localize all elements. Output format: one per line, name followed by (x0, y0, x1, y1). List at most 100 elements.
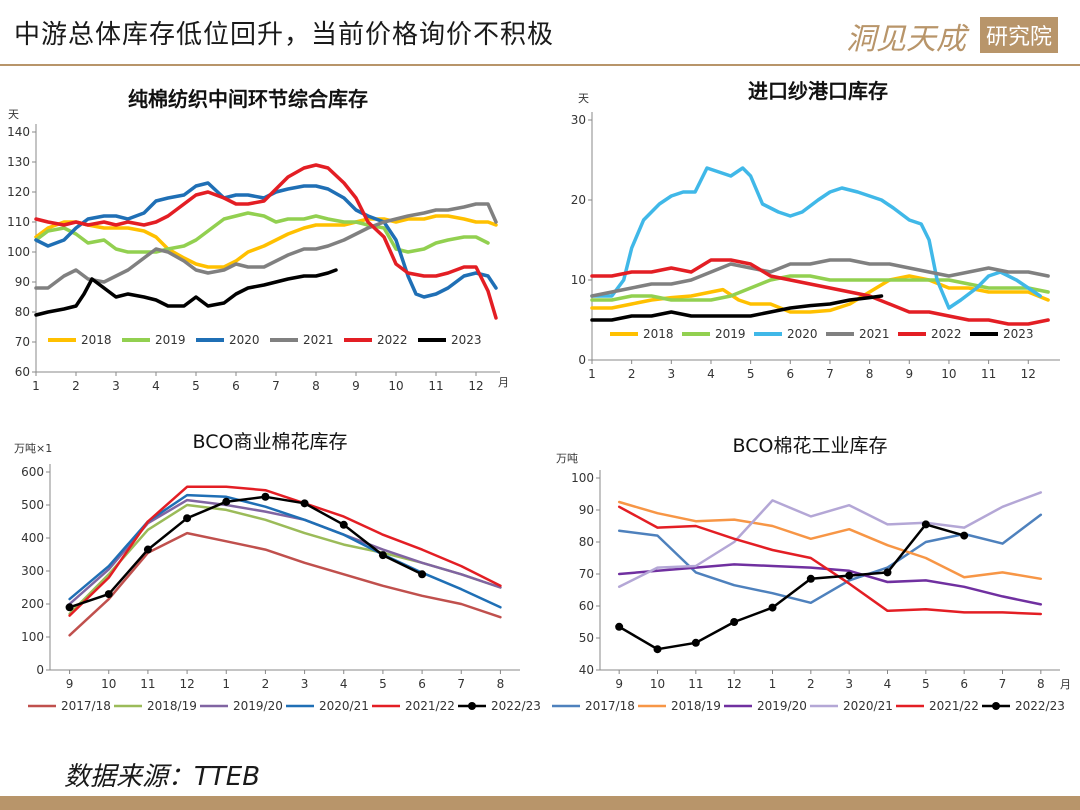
data-point-2022-23 (845, 571, 854, 580)
x-tick-label: 10 (388, 379, 403, 393)
y-tick-label: 60 (15, 365, 30, 379)
x-tick-label: 4 (707, 367, 715, 381)
legend-label: 2018/19 (147, 699, 197, 713)
y-tick-label: 20 (571, 193, 586, 207)
legend-label: 2023 (451, 333, 482, 347)
legend-label: 2023 (1003, 327, 1034, 341)
data-point-2022-23 (300, 499, 309, 508)
unit-label: 天 (8, 108, 19, 121)
legend-label: 2021 (859, 327, 890, 341)
legend-label: 2022 (931, 327, 962, 341)
x-tick-label: 11 (140, 677, 155, 691)
y-tick-label: 10 (571, 273, 586, 287)
y-tick-label: 70 (15, 335, 30, 349)
x-tick-label: 4 (152, 379, 160, 393)
x-tick-label: 6 (960, 677, 968, 691)
data-point-2022-23 (222, 497, 231, 506)
series-line-2021 (34, 202, 498, 290)
legend-label: 2018 (643, 327, 674, 341)
x-tick-label: 6 (786, 367, 794, 381)
y-tick-label: 80 (15, 305, 30, 319)
legend-label: 2021/22 (929, 699, 979, 713)
x-tick-label: 2 (72, 379, 80, 393)
series-line-2018-19 (617, 500, 1043, 581)
chart-title: BCO商业棉花库存 (193, 431, 348, 453)
x-tick-label: 1 (769, 677, 777, 691)
series-line-2019-20 (68, 498, 502, 606)
chart-title: BCO棉花工业库存 (733, 435, 888, 457)
x-tick-label: 6 (232, 379, 240, 393)
x-tick-label: 5 (192, 379, 200, 393)
bottom-bar (0, 796, 1080, 810)
y-tick-label: 300 (21, 564, 44, 578)
legend-label: 2022 (377, 333, 408, 347)
legend-label: 2019/20 (233, 699, 283, 713)
x-tick-label: 12 (179, 677, 194, 691)
x-tick-label: 10 (101, 677, 116, 691)
x-tick-label: 7 (999, 677, 1007, 691)
x-tick-label: 4 (340, 677, 348, 691)
y-tick-label: 0 (36, 663, 44, 677)
legend-label: 2020 (229, 333, 260, 347)
series-line-2021-22 (617, 505, 1043, 616)
x-axis-label: 月 (498, 376, 509, 389)
x-tick-label: 1 (588, 367, 596, 381)
company-logo: 洞见天成 研究院 (846, 14, 1058, 57)
series-line-2023 (34, 268, 338, 317)
data-point-2022-23 (65, 603, 74, 612)
legend-label: 2018/19 (671, 699, 721, 713)
legend-label: 2022/23 (1015, 699, 1065, 713)
x-tick-label: 2 (628, 367, 636, 381)
legend-label: 2021 (303, 333, 334, 347)
data-point-2022-23 (339, 520, 348, 529)
unit-label: 万吨×1 (14, 442, 52, 455)
unit-label: 万吨 (556, 452, 578, 465)
legend-label: 2018 (81, 333, 112, 347)
y-tick-label: 90 (15, 275, 30, 289)
data-point-2022-23 (691, 638, 700, 647)
x-tick-label: 1 (32, 379, 40, 393)
series-line-2020-21 (617, 491, 1043, 589)
x-tick-label: 3 (845, 677, 853, 691)
series-line-2022 (590, 258, 1050, 326)
y-tick-label: 30 (571, 113, 586, 127)
series-line-2018 (34, 214, 498, 269)
y-tick-label: 100 (21, 630, 44, 644)
x-tick-label: 9 (905, 367, 913, 381)
y-tick-label: 130 (7, 155, 30, 169)
y-tick-label: 60 (579, 599, 594, 613)
y-tick-label: 50 (579, 631, 594, 645)
x-tick-label: 4 (884, 677, 892, 691)
x-tick-label: 12 (1021, 367, 1036, 381)
data-point-2022-23 (378, 551, 387, 560)
x-tick-label: 5 (379, 677, 387, 691)
series-line-2022-23 (68, 495, 424, 609)
data-point-2022-23 (615, 622, 624, 631)
y-tick-label: 80 (579, 535, 594, 549)
x-tick-label: 9 (615, 677, 623, 691)
data-point-2022-23 (104, 590, 113, 599)
y-tick-label: 600 (21, 465, 44, 479)
series-line-2022 (34, 163, 498, 320)
x-tick-label: 9 (66, 677, 74, 691)
series-line-2018 (590, 274, 1050, 314)
data-point-2022-23 (261, 492, 270, 501)
legend-marker (992, 702, 1000, 710)
y-tick-label: 120 (7, 185, 30, 199)
x-tick-label: 8 (312, 379, 320, 393)
legend-label: 2021/22 (405, 699, 455, 713)
x-tick-label: 11 (981, 367, 996, 381)
chart-title: 纯棉纺织中间环节综合库存 (128, 87, 368, 111)
legend-label: 2019 (715, 327, 746, 341)
x-tick-label: 11 (428, 379, 443, 393)
y-tick-label: 200 (21, 597, 44, 611)
series-line-2021-22 (68, 485, 502, 617)
legend-label: 2019/20 (757, 699, 807, 713)
x-tick-label: 8 (1037, 677, 1045, 691)
x-tick-label: 2 (807, 677, 815, 691)
y-tick-label: 100 (571, 471, 594, 485)
x-tick-label: 8 (866, 367, 874, 381)
